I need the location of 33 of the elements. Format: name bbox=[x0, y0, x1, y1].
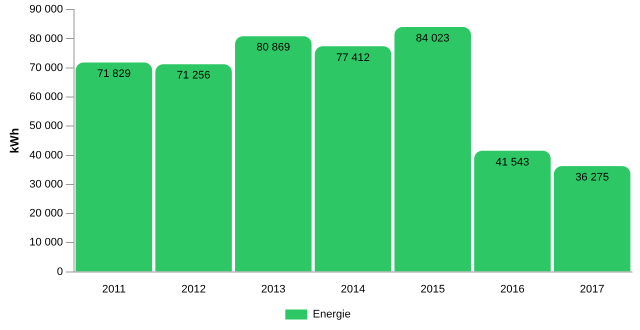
data-label: 71 256 bbox=[176, 70, 210, 82]
x-tick-label: 2014 bbox=[340, 283, 366, 296]
bar bbox=[554, 166, 630, 272]
y-tick-label: 90 000 bbox=[29, 4, 64, 16]
y-axis-title: kWh bbox=[8, 128, 22, 154]
y-tick-label: 30 000 bbox=[29, 178, 64, 190]
x-tick-label: 2017 bbox=[580, 283, 604, 296]
data-label: 41 543 bbox=[496, 156, 530, 168]
y-tick-label: 40 000 bbox=[29, 149, 64, 162]
data-label: 71 829 bbox=[97, 68, 131, 80]
bar bbox=[235, 36, 312, 272]
y-tick-label: 10 000 bbox=[29, 236, 64, 249]
bar bbox=[76, 62, 152, 272]
bar bbox=[474, 150, 551, 272]
bar bbox=[314, 46, 392, 272]
data-label: 80 869 bbox=[256, 42, 290, 54]
data-label: 77 412 bbox=[336, 52, 370, 64]
x-tick-label: 2016 bbox=[500, 283, 525, 296]
x-tick-label: 2012 bbox=[181, 283, 206, 296]
y-tick-label: 20 000 bbox=[29, 208, 64, 220]
data-label: 84 023 bbox=[416, 32, 450, 45]
data-label: 36 275 bbox=[575, 172, 609, 184]
y-tick-label: 70 000 bbox=[29, 62, 64, 74]
y-tick-label: 60 000 bbox=[29, 91, 64, 104]
x-tick-label: 2011 bbox=[102, 283, 126, 296]
legend-label: Energie bbox=[312, 308, 351, 321]
y-tick-label: 0 bbox=[56, 266, 64, 278]
y-tick-label: 50 000 bbox=[29, 120, 64, 132]
x-tick-label: 2013 bbox=[261, 283, 286, 296]
y-tick-label: 80 000 bbox=[29, 32, 64, 45]
bar bbox=[394, 27, 471, 272]
x-tick-label: 2015 bbox=[420, 283, 445, 296]
bar bbox=[155, 64, 232, 272]
